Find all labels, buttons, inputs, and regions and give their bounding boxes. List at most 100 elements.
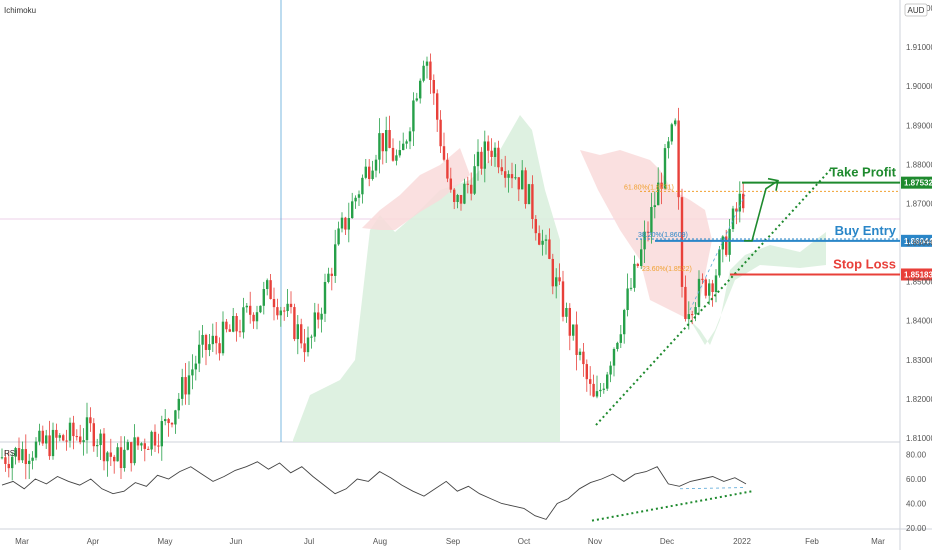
rsi-line (1, 461, 747, 520)
candle-body (442, 146, 446, 160)
candle-body (208, 344, 211, 350)
candle-body (742, 193, 745, 209)
candle-body (691, 314, 694, 316)
candle-body (34, 441, 38, 458)
candle-body (24, 449, 27, 465)
candle-body (79, 436, 82, 443)
candle-body (470, 184, 473, 194)
cloud-bullish (690, 232, 826, 345)
time-tick-label: Feb (805, 537, 819, 546)
currency-badge[interactable]: AUD (904, 3, 928, 17)
candle-body (735, 208, 738, 212)
candle-body (544, 239, 548, 241)
indicator-label: Ichimoku (4, 6, 36, 15)
candle-body (75, 436, 78, 438)
candle-body (147, 448, 150, 450)
candle-body (643, 231, 646, 250)
candle-body (473, 166, 476, 194)
candle-body (181, 377, 184, 399)
candle-body (323, 281, 327, 314)
candle-body (269, 280, 272, 300)
candle-body (17, 448, 21, 461)
candle-body (96, 445, 99, 447)
rsi-tick-label: 20.00 (906, 524, 927, 533)
candle-body (347, 218, 350, 230)
candle-body (439, 119, 442, 147)
candle-body (419, 80, 422, 99)
ichimoku-cloud (293, 115, 826, 442)
rsi-pane (1, 461, 753, 522)
candle-body (194, 363, 197, 370)
candle-body (157, 445, 160, 447)
price-tick-label: 1.88000 (906, 160, 932, 169)
price-tick-label: 1.86000 (906, 239, 932, 248)
candle-body (354, 197, 357, 202)
candle-body (364, 166, 367, 178)
fib-618-label: 61.80%(1.8731) (624, 184, 674, 191)
take-profit-label: Take Profit (830, 165, 897, 180)
candle-body (572, 324, 575, 336)
candle-body (548, 239, 551, 259)
candle-body (164, 419, 167, 422)
candle-body (524, 170, 527, 205)
time-tick-label: Jun (230, 537, 243, 546)
candle-body (612, 349, 616, 366)
candle-body (398, 150, 401, 156)
price-tick-label: 1.89000 (906, 121, 932, 130)
candle-body (7, 463, 10, 469)
candle-body (582, 351, 585, 365)
candle-body (504, 171, 507, 178)
candle-body (198, 344, 201, 364)
arrow-head (767, 177, 779, 191)
candle-body (456, 194, 459, 202)
candle-body (293, 307, 296, 340)
candle-body (633, 263, 636, 288)
stop-loss-tag-label: 1.85183 (904, 270, 932, 279)
trade-annotations: 61.80%(1.8731) 38.20%(1.8609) 23.60%(1.852… (595, 165, 932, 426)
candle-body (718, 249, 721, 276)
time-tick-label: Sep (446, 537, 461, 546)
candle-body (221, 321, 225, 354)
candle-body (119, 447, 123, 469)
candle-body (279, 310, 282, 316)
candle-body (483, 141, 486, 169)
candle-body (184, 377, 187, 395)
candle-body (721, 236, 724, 250)
candle-body (102, 433, 106, 462)
candle-body (422, 65, 425, 81)
candle-body (629, 287, 633, 289)
candle-body (211, 335, 214, 345)
candle-body (31, 457, 34, 461)
candlesticks (0, 53, 745, 481)
candle-body (694, 307, 697, 315)
candle-body (41, 430, 44, 444)
candle-body (334, 244, 337, 276)
candle-body (660, 182, 663, 189)
time-tick-label: Apr (87, 537, 100, 546)
candle-body (55, 429, 58, 438)
candle-body (351, 201, 354, 219)
price-tick-label: 1.91000 (906, 43, 932, 52)
time-tick-label: Mar (15, 537, 29, 546)
candle-body (684, 286, 687, 320)
candle-body (225, 321, 228, 330)
candle-body (466, 183, 469, 185)
candle-body (72, 422, 75, 437)
fib-382-label: 38.20%(1.8609) (638, 232, 688, 239)
candle-body (296, 324, 299, 340)
candle-body (357, 194, 361, 198)
price-tick-label: 1.84000 (906, 317, 932, 326)
price-tick-label: 1.85000 (906, 278, 932, 287)
price-tick-label: 1.81000 (906, 434, 932, 443)
candle-body (446, 159, 449, 179)
time-tick-label: May (157, 537, 172, 546)
candle-body (106, 452, 109, 462)
candle-body (235, 315, 238, 332)
candle-body (646, 231, 650, 233)
candle-body (327, 273, 330, 282)
price-tick-label: 1.83000 (906, 356, 932, 365)
buy-entry-tag-label: 1.86044 (904, 237, 932, 246)
candle-body (405, 141, 408, 144)
candle-body (381, 133, 384, 152)
candle-body (286, 303, 289, 312)
